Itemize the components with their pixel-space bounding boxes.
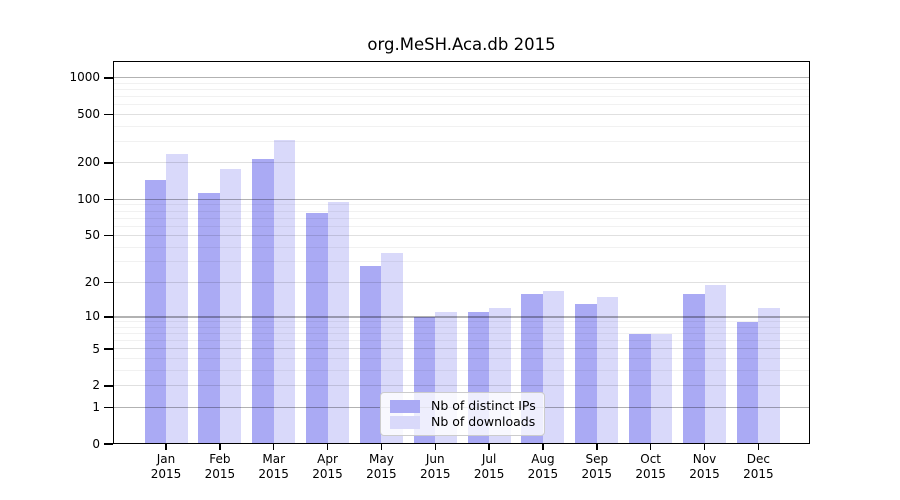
- bar-ips-sep: [575, 304, 597, 444]
- x-tick-label-feb: Feb 2015: [204, 452, 236, 481]
- x-tick-mark: [219, 444, 221, 450]
- legend-item-distinct-ips: Nb of distinct IPs: [390, 398, 536, 414]
- x-tick-mark: [703, 444, 706, 450]
- y-tick-label: 10: [84, 309, 100, 324]
- y-tick-label: 5: [92, 341, 100, 356]
- legend-label-downloads: Nb of downloads: [431, 414, 536, 429]
- bar-ips-apr: [306, 213, 328, 444]
- x-tick-mark: [649, 444, 652, 450]
- bar-downloads-dec: [758, 308, 780, 444]
- x-tick-label-jun: Jun 2015: [419, 452, 451, 481]
- bar-ips-mar: [252, 159, 274, 444]
- bar-ips-oct: [629, 333, 651, 444]
- x-tick-label-sep: Sep 2015: [581, 452, 613, 481]
- legend-swatch-distinct-ips: [390, 399, 420, 413]
- x-tick-label-oct: Oct 2015: [635, 452, 666, 481]
- bar-downloads-jan: [166, 154, 188, 444]
- bar-ips-feb: [198, 193, 220, 444]
- x-tick-label-jul: Jul 2015: [473, 452, 505, 481]
- bar-downloads-oct: [650, 333, 673, 444]
- x-tick-mark: [434, 444, 436, 450]
- bar-downloads-apr: [327, 202, 350, 444]
- y-tick-label: 100: [77, 191, 100, 206]
- y-tick-label: 500: [77, 107, 100, 122]
- x-tick-label-mar: Mar 2015: [258, 452, 289, 481]
- x-tick-mark: [326, 444, 329, 450]
- y-tick-mark: [104, 348, 113, 350]
- bar-downloads-mar: [273, 139, 296, 444]
- bars-layer: [113, 61, 810, 444]
- x-tick-mark: [380, 444, 383, 450]
- x-tick-label-may: May 2015: [366, 452, 397, 481]
- x-tick-label-nov: Nov 2015: [689, 452, 720, 481]
- bar-ips-jan: [144, 179, 166, 444]
- x-tick-mark: [542, 444, 544, 450]
- y-tick-mark: [104, 385, 113, 387]
- y-tick-mark: [104, 316, 113, 318]
- y-tick-label: 0: [92, 436, 100, 451]
- legend: Nb of distinct IPs Nb of downloads: [380, 392, 545, 436]
- y-tick-label: 2: [92, 378, 100, 393]
- y-tick-mark: [104, 198, 113, 201]
- chart-title: org.MeSH.Aca.db 2015: [367, 35, 556, 54]
- x-tick-label-dec: Dec 2015: [743, 452, 774, 481]
- y-tick-mark: [104, 443, 113, 445]
- y-tick-mark: [104, 406, 113, 408]
- bar-ips-dec: [736, 322, 759, 444]
- x-tick-label-apr: Apr 2015: [312, 452, 343, 481]
- y-tick-mark: [104, 77, 113, 79]
- bar-ips-may: [359, 265, 382, 444]
- legend-swatch-downloads: [390, 415, 420, 429]
- bar-downloads-feb: [219, 169, 242, 444]
- y-tick-label: 50: [84, 228, 100, 243]
- y-tick-mark: [104, 234, 113, 237]
- y-tick-mark: [104, 281, 113, 284]
- bar-downloads-sep: [596, 297, 619, 444]
- y-tick-label: 200: [77, 155, 100, 170]
- y-tick-label: 1: [92, 399, 100, 414]
- x-tick-mark: [488, 444, 490, 450]
- x-tick-mark: [757, 444, 760, 450]
- x-tick-label-aug: Aug 2015: [527, 452, 559, 481]
- y-tick-mark: [104, 113, 113, 116]
- bar-downloads-nov: [704, 285, 726, 444]
- x-tick-mark: [272, 444, 275, 450]
- plot-area: [113, 61, 810, 444]
- x-tick-label-jan: Jan 2015: [150, 452, 182, 481]
- y-tick-label: 1000: [69, 70, 100, 85]
- legend-item-downloads: Nb of downloads: [390, 414, 535, 430]
- x-tick-mark: [165, 444, 167, 450]
- bar-downloads-aug: [542, 290, 565, 444]
- bar-ips-nov: [683, 293, 705, 444]
- y-tick-label: 20: [84, 275, 100, 290]
- x-tick-mark: [596, 444, 598, 450]
- y-tick-mark: [104, 162, 113, 164]
- legend-label-distinct-ips: Nb of distinct IPs: [431, 398, 536, 413]
